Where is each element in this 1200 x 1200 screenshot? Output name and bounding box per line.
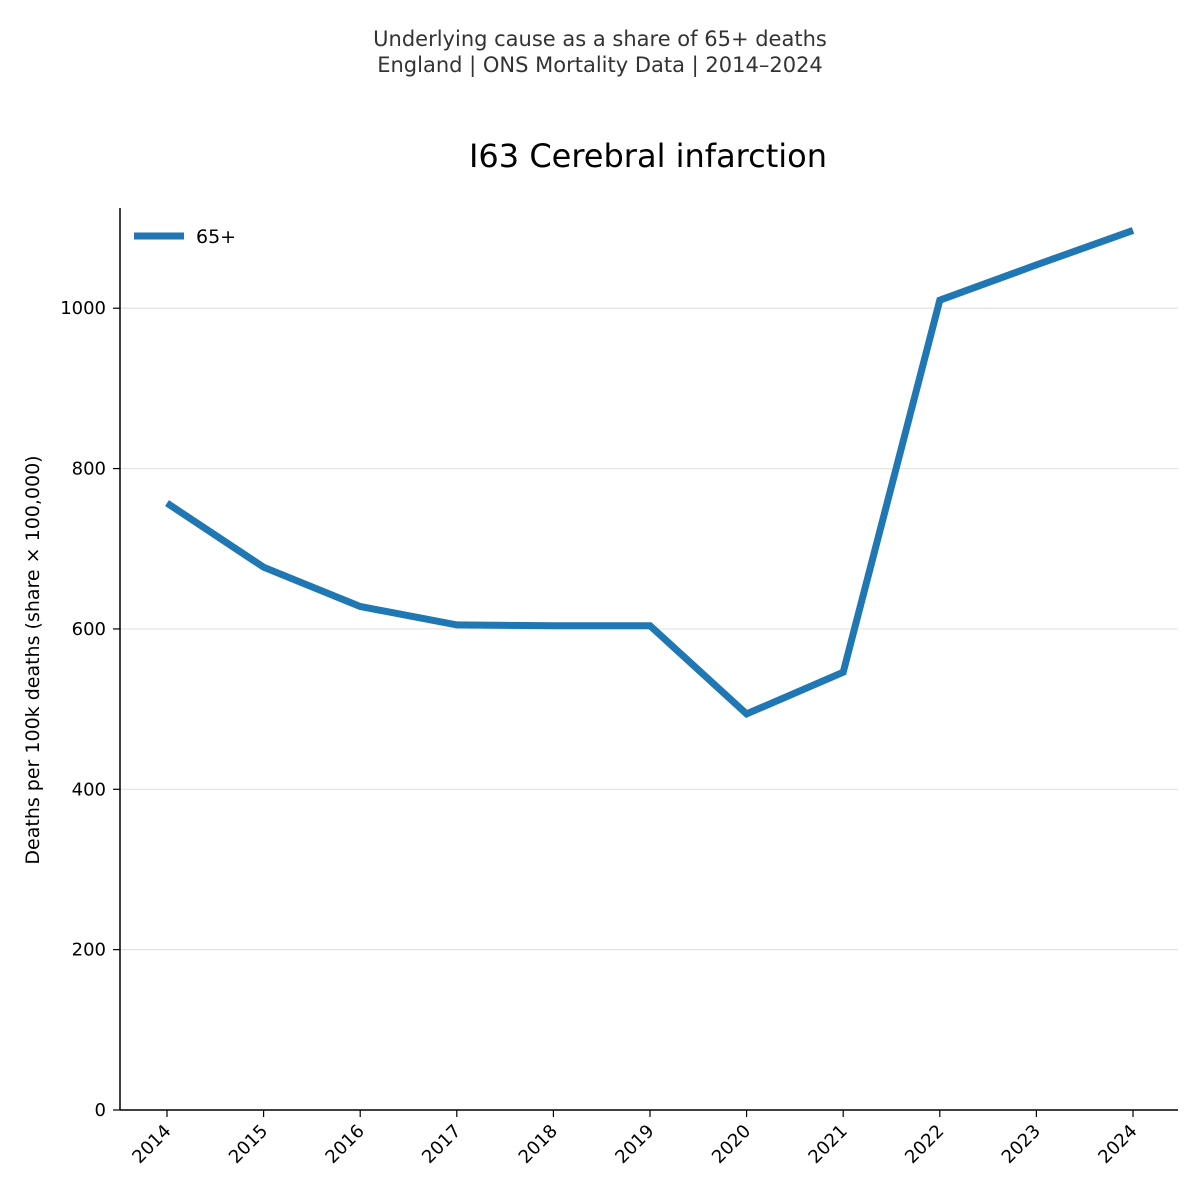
x-tick-label: 2015 [225, 1121, 272, 1168]
x-tick-label: 2022 [901, 1121, 948, 1168]
x-tick-label: 2014 [128, 1121, 175, 1168]
x-tick-label: 2016 [321, 1121, 368, 1168]
suptitle-line-2: England | ONS Mortality Data | 2014–2024 [377, 53, 823, 77]
suptitle-line-1: Underlying cause as a share of 65+ death… [373, 27, 827, 51]
y-tick-label: 1000 [60, 298, 106, 319]
legend: 65+ [134, 226, 236, 248]
y-axis-ticks: 0 200 400 600 800 1000 [60, 298, 120, 1121]
x-tick-label: 2017 [418, 1121, 465, 1168]
chart-title: I63 Cerebral infarction [469, 137, 827, 175]
axes [119, 208, 1178, 1111]
y-tick-label: 800 [72, 459, 106, 480]
y-tick-label: 200 [72, 940, 106, 961]
x-axis-ticks: 2014 2015 2016 2017 2018 2019 2020 2021 2022 2023… [128, 1110, 1142, 1168]
figure-suptitle: Underlying cause as a share of 65+ death… [0, 26, 1200, 78]
series-line-65-plus [165, 227, 1135, 719]
x-tick-label: 2019 [611, 1121, 658, 1168]
y-tick-label: 600 [72, 619, 106, 640]
legend-label: 65+ [196, 226, 236, 248]
y-axis-label: Deaths per 100k deaths (share × 100,000) [22, 455, 44, 864]
y-tick-label: 400 [72, 779, 106, 800]
x-tick-label: 2020 [708, 1121, 755, 1168]
x-tick-label: 2023 [998, 1121, 1045, 1168]
y-tick-label: 0 [95, 1100, 106, 1121]
x-tick-label: 2018 [515, 1121, 562, 1168]
x-tick-label: 2021 [804, 1121, 851, 1168]
series-group [165, 227, 1135, 719]
x-tick-label: 2024 [1094, 1121, 1141, 1168]
